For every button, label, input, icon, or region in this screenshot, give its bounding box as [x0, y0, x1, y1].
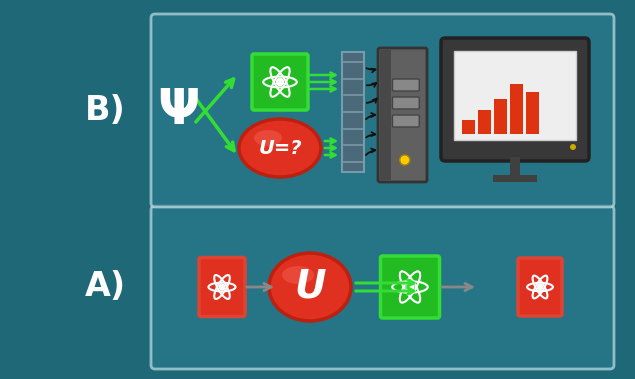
- Bar: [342, 52, 364, 172]
- FancyBboxPatch shape: [380, 256, 439, 318]
- Circle shape: [405, 282, 415, 291]
- Circle shape: [537, 283, 544, 290]
- Circle shape: [570, 144, 576, 150]
- Text: U=?: U=?: [258, 138, 302, 158]
- FancyBboxPatch shape: [378, 48, 427, 182]
- Bar: [494, 99, 507, 134]
- Ellipse shape: [282, 266, 314, 284]
- FancyBboxPatch shape: [151, 206, 614, 369]
- FancyBboxPatch shape: [441, 38, 589, 161]
- FancyBboxPatch shape: [199, 257, 245, 316]
- Ellipse shape: [254, 130, 282, 146]
- FancyBboxPatch shape: [392, 79, 419, 91]
- Ellipse shape: [239, 119, 321, 177]
- Circle shape: [276, 78, 284, 86]
- Text: U: U: [294, 268, 326, 306]
- FancyBboxPatch shape: [151, 14, 614, 207]
- FancyBboxPatch shape: [252, 54, 308, 110]
- Bar: [510, 157, 520, 175]
- Bar: [526, 92, 539, 134]
- Bar: [493, 175, 537, 182]
- Bar: [478, 110, 491, 134]
- Bar: [454, 51, 576, 140]
- Bar: [380, 50, 391, 180]
- Circle shape: [400, 155, 410, 165]
- FancyBboxPatch shape: [392, 97, 419, 109]
- Text: Ψ: Ψ: [157, 86, 199, 134]
- Circle shape: [218, 283, 225, 291]
- FancyBboxPatch shape: [518, 258, 562, 316]
- Text: B): B): [84, 94, 125, 127]
- Bar: [510, 84, 523, 134]
- Text: A): A): [84, 271, 126, 304]
- Ellipse shape: [269, 253, 351, 321]
- FancyBboxPatch shape: [392, 115, 419, 127]
- Bar: [462, 120, 475, 134]
